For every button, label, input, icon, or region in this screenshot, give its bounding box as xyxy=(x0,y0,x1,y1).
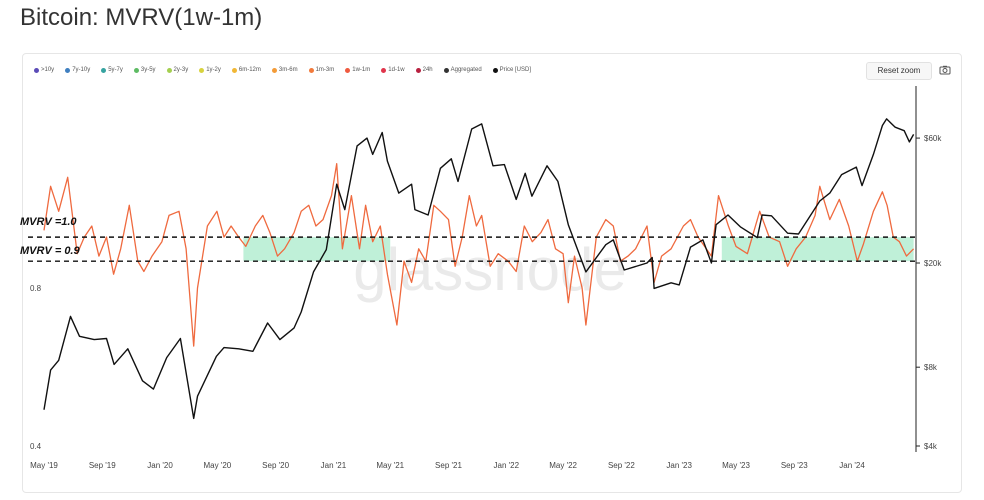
reset-zoom-button[interactable]: Reset zoom xyxy=(866,62,932,80)
legend-label: Aggregated xyxy=(450,67,482,73)
legend-item[interactable]: 1w-1m xyxy=(345,64,370,76)
legend-dot-icon xyxy=(271,67,277,73)
x-axis-tick-label: May '20 xyxy=(203,461,231,470)
legend-label: 3m-6m xyxy=(278,67,298,73)
right-axis-tick-label: $20k xyxy=(924,259,942,268)
mvrv-upper-label: MVRV =1.0 xyxy=(20,216,77,228)
x-axis-tick-label: May '22 xyxy=(549,461,577,470)
legend-item[interactable]: 1d-1w xyxy=(381,64,405,76)
x-axis-tick-label: Sep '21 xyxy=(435,461,462,470)
chart-legend: >10y 7y-10y 5y-7y 3y-5y 2y-3y 1y-2y 6m-12m 3m-6… xyxy=(34,64,542,76)
mvrv-band xyxy=(243,237,391,262)
x-axis-tick-label: Sep '19 xyxy=(89,461,116,470)
legend-dot-icon xyxy=(492,67,498,73)
legend-item[interactable]: Price [USD] xyxy=(492,64,531,76)
legend-label: 24h xyxy=(422,67,433,73)
x-axis-tick-label: May '21 xyxy=(376,461,404,470)
legend-dot-icon xyxy=(381,67,387,73)
x-axis-tick-label: May '19 xyxy=(30,461,58,470)
x-axis-tick-label: Jan '21 xyxy=(321,461,347,470)
legend-item[interactable]: >10y xyxy=(34,64,54,76)
legend-dot-icon xyxy=(133,67,139,73)
legend-label: 2y-3y xyxy=(173,67,189,73)
legend-label: 7y-10y xyxy=(72,67,91,73)
legend-item[interactable]: 2y-3y xyxy=(166,64,189,76)
legend-label: 1w-1m xyxy=(352,67,371,73)
mvrv-lower-label: MVRV = 0.9 xyxy=(20,245,80,257)
legend-dot-icon xyxy=(101,67,107,73)
legend-item[interactable]: 3m-6m xyxy=(271,64,298,76)
legend-label: 1y-2y xyxy=(206,67,221,73)
legend-label: Price [USD] xyxy=(499,67,531,73)
right-axis-tick-label: $8k xyxy=(924,363,938,372)
x-axis-tick-label: Sep '20 xyxy=(262,461,289,470)
legend-dot-icon xyxy=(415,67,421,73)
legend-dot-icon xyxy=(166,67,172,73)
x-axis-tick-label: May '23 xyxy=(722,461,750,470)
page-title: Bitcoin: MVRV(1w-1m) xyxy=(20,4,263,31)
x-axis-tick-label: Jan '20 xyxy=(147,461,173,470)
legend-label: 3y-5y xyxy=(140,67,156,73)
mvrv-band xyxy=(721,237,914,262)
camera-icon[interactable] xyxy=(939,64,951,76)
right-axis-tick-label: $60k xyxy=(924,134,942,143)
left-axis-tick-label: 0.8 xyxy=(30,284,42,293)
legend-label: 5y-7y xyxy=(108,67,123,73)
legend-label: 6m-12m xyxy=(238,67,261,73)
x-axis-tick-label: Jan '22 xyxy=(494,461,520,470)
chart-card xyxy=(22,53,962,493)
legend-item[interactable]: 7y-10y xyxy=(65,64,90,76)
legend-dot-icon xyxy=(308,67,314,73)
legend-item[interactable]: 24h xyxy=(415,64,433,76)
x-axis-tick-label: Sep '22 xyxy=(608,461,635,470)
legend-label: >10y xyxy=(41,67,55,73)
legend-item[interactable]: 6m-12m xyxy=(231,64,261,76)
legend-item[interactable]: 5y-7y xyxy=(101,64,123,76)
legend-item[interactable]: 3y-5y xyxy=(133,64,156,76)
legend-dot-icon xyxy=(65,67,71,73)
x-axis-tick-label: Jan '24 xyxy=(839,461,865,470)
x-axis-tick-label: Sep '23 xyxy=(781,461,808,470)
watermark-text: glassnode xyxy=(353,236,627,303)
legend-dot-icon xyxy=(345,67,351,73)
price-series-line xyxy=(43,118,915,420)
x-axis-tick-label: Jan '23 xyxy=(666,461,692,470)
legend-dot-icon xyxy=(231,67,237,73)
legend-item[interactable]: 1m-3m xyxy=(308,64,335,76)
legend-label: 1d-1w xyxy=(388,67,405,73)
legend-dot-icon xyxy=(199,67,205,73)
legend-dot-icon xyxy=(443,67,449,73)
legend-label: 1m-3m xyxy=(315,67,335,73)
left-axis-tick-label: 0.4 xyxy=(30,442,42,451)
legend-item[interactable]: 1y-2y xyxy=(199,64,221,76)
legend-item[interactable]: Aggregated xyxy=(443,64,482,76)
right-axis-tick-label: $4k xyxy=(924,442,938,451)
legend-dot-icon xyxy=(34,67,39,73)
